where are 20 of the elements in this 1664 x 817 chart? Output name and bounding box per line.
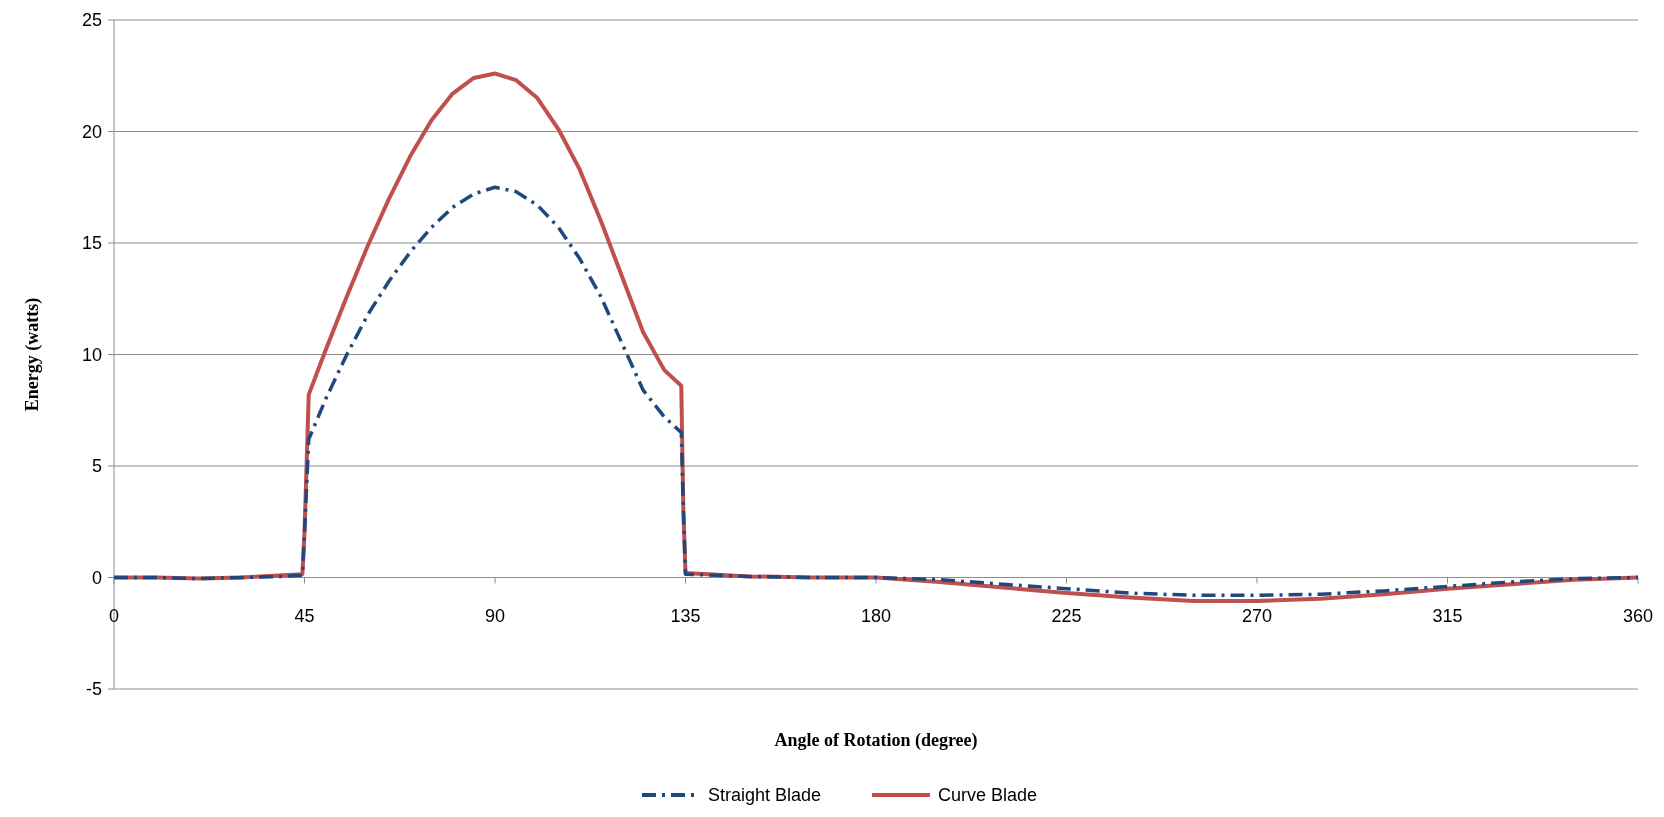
y-tick-label: 10 — [81, 344, 102, 365]
x-tick-label: 180 — [860, 605, 892, 626]
x-tick-label: 225 — [1051, 605, 1082, 626]
y-tick-label: 5 — [91, 456, 102, 477]
y-axis-title: Energy (watts) — [22, 297, 43, 412]
x-tick-label: 0 — [108, 605, 120, 626]
legend-label: Straight Blade — [708, 785, 822, 806]
x-tick-label: 90 — [484, 605, 506, 626]
y-tick-label: 15 — [81, 233, 102, 254]
x-tick-label: 45 — [294, 605, 315, 626]
y-tick-label: 25 — [81, 10, 102, 31]
x-tick-label: 315 — [1432, 605, 1463, 626]
x-tick-label: 360 — [1622, 605, 1654, 626]
x-tick-label: 270 — [1241, 605, 1273, 626]
x-tick-label: 135 — [670, 605, 701, 626]
y-tick-label: 0 — [91, 567, 102, 588]
y-tick-label: -5 — [85, 679, 102, 700]
x-axis-title: Angle of Rotation (degree) — [774, 730, 978, 751]
y-tick-label: 20 — [81, 121, 102, 142]
legend-label: Curve Blade — [938, 785, 1038, 806]
